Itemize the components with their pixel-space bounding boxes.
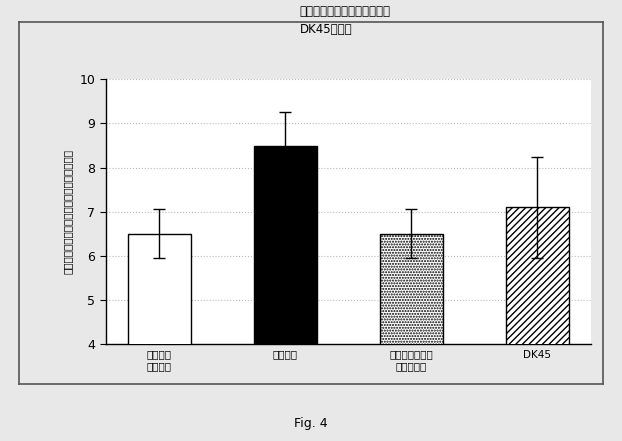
- Text: 高脂肪食褒によって誘導された
糖尿病モデルマウスに対する
DK45の作用: 高脂肪食褒によって誘導された 糖尿病モデルマウスに対する DK45の作用: [300, 0, 398, 36]
- Bar: [380, 234, 443, 441]
- Y-axis label: 血中グルコースレベルの相対値（絶食なし）: 血中グルコースレベルの相対値（絶食なし）: [62, 149, 73, 274]
- Text: Fig. 4: Fig. 4: [294, 417, 328, 430]
- Bar: [506, 207, 569, 441]
- Bar: [254, 146, 317, 441]
- Bar: [128, 234, 191, 441]
